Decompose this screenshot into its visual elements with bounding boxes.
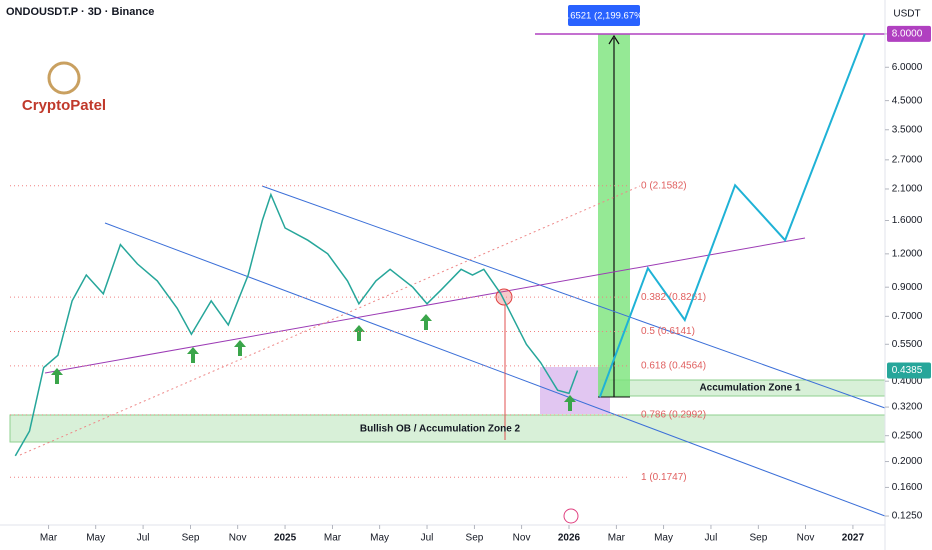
fib-label: 0.5 (0.6141) bbox=[641, 326, 695, 337]
fib-label: 0.382 (0.8261) bbox=[641, 292, 706, 303]
x-tick-label: May bbox=[86, 533, 105, 544]
x-tick-label: Jul bbox=[137, 533, 150, 544]
x-tick-label: Nov bbox=[513, 533, 531, 544]
fib-label: 0.618 (0.4564) bbox=[641, 361, 706, 372]
series-line bbox=[598, 33, 866, 398]
y-tick-label: 8.0000 bbox=[892, 29, 923, 40]
y-tick-label: 1.6000 bbox=[892, 215, 923, 226]
channel-line bbox=[104, 222, 886, 517]
trend-line bbox=[44, 237, 806, 374]
x-tick-label: Mar bbox=[324, 533, 342, 544]
zone-1-label: Accumulation Zone 1 bbox=[699, 383, 801, 394]
y-tick-label: 4.5000 bbox=[892, 95, 923, 106]
last-price-box bbox=[887, 362, 931, 379]
arrow-head bbox=[608, 34, 620, 45]
x-tick-label: Nov bbox=[229, 533, 247, 544]
currency: USDT bbox=[893, 9, 920, 20]
y-tick-label: 0.1250 bbox=[892, 511, 923, 522]
y-tick-label: 1.2000 bbox=[892, 248, 923, 259]
y-tick-label: 0.4000 bbox=[892, 376, 923, 387]
x-tick-label: 2026 bbox=[558, 533, 581, 544]
fib-label: 0.786 (0.2992) bbox=[641, 410, 706, 421]
y-tick-label: 6.0000 bbox=[892, 62, 923, 73]
x-tick-label: Sep bbox=[466, 533, 484, 544]
tick-highlight bbox=[887, 25, 931, 42]
x-tick-label: 2025 bbox=[274, 533, 297, 544]
x-tick-label: Jul bbox=[705, 533, 718, 544]
x-tick-label: May bbox=[654, 533, 673, 544]
y-tick-label: 3.5000 bbox=[892, 124, 923, 135]
y-tick-label: 0.2500 bbox=[892, 430, 923, 441]
y-tick-label: 2.7000 bbox=[892, 154, 923, 165]
x-tick-label: Jul bbox=[421, 533, 434, 544]
y-tick-label: 0.3200 bbox=[892, 402, 923, 413]
target-box bbox=[568, 5, 640, 26]
fib-label: 0 (2.1582) bbox=[641, 180, 687, 191]
logo-icon bbox=[47, 61, 81, 95]
logo: CryptoPatel bbox=[22, 97, 106, 114]
x-tick-label: Sep bbox=[749, 533, 767, 544]
y-tick-label: 0.1600 bbox=[892, 482, 923, 493]
x-tick-label: Sep bbox=[182, 533, 200, 544]
x-tick-label: Nov bbox=[797, 533, 815, 544]
y-tick-label: 0.7000 bbox=[892, 311, 923, 322]
channel-line bbox=[261, 185, 886, 409]
y-tick-label: 0.9000 bbox=[892, 282, 923, 293]
x-tick-label: Mar bbox=[608, 533, 626, 544]
x-tick-label: 2027 bbox=[842, 533, 865, 544]
event-icon bbox=[563, 508, 579, 524]
fib-label: 1 (0.1747) bbox=[641, 472, 687, 483]
y-tick-label: 0.2000 bbox=[892, 456, 923, 467]
series-line bbox=[14, 192, 579, 457]
x-tick-label: May bbox=[370, 533, 389, 544]
x-tick-label: Mar bbox=[40, 533, 58, 544]
target-label: 7.6521 (2,199.67%) bbox=[562, 11, 645, 22]
zone-2-label: Bullish OB / Accumulation Zone 2 bbox=[360, 424, 521, 435]
y-tick-label: 0.5500 bbox=[892, 339, 923, 350]
arrows bbox=[51, 314, 576, 411]
last-price: 0.4385 bbox=[892, 365, 923, 376]
y-tick-label: 2.1000 bbox=[892, 184, 923, 195]
chart-title: ONDOUSDT.P · 3D · Binance bbox=[6, 6, 154, 18]
zone-2 bbox=[9, 414, 886, 443]
